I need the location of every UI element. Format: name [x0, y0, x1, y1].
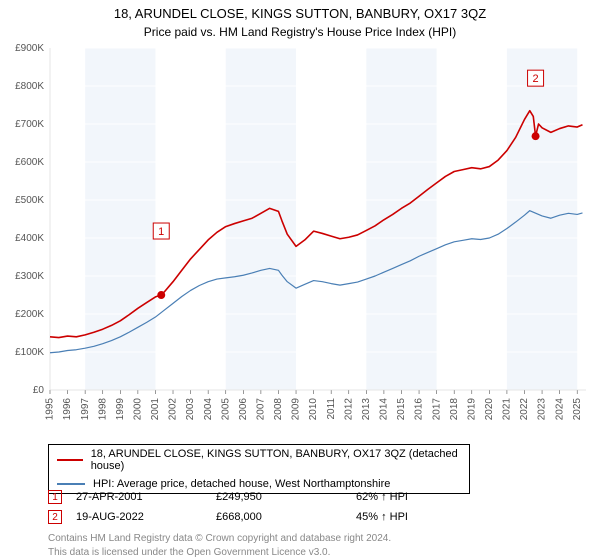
price-chart: £0 £100K £200K £300K £400K £500K £600K £700K £80…: [0, 0, 600, 440]
svg-text:2020: 2020: [484, 398, 495, 421]
svg-text:1996: 1996: [62, 398, 73, 421]
marker-number-box: 2: [48, 510, 62, 524]
marker-price: £668,000: [216, 511, 356, 523]
svg-text:2023: 2023: [537, 398, 548, 421]
marker-delta: 62% ↑ HPI: [356, 491, 496, 503]
svg-text:2008: 2008: [273, 398, 284, 421]
svg-text:2017: 2017: [431, 398, 442, 421]
svg-text:1998: 1998: [97, 398, 108, 421]
svg-text:2007: 2007: [256, 398, 267, 421]
marker-number-box: 1: [48, 490, 62, 504]
credits: Contains HM Land Registry data © Crown c…: [48, 532, 391, 559]
svg-text:2004: 2004: [203, 398, 214, 421]
svg-text:2000: 2000: [133, 398, 144, 421]
legend-swatch: [57, 483, 85, 485]
svg-text:2024: 2024: [554, 398, 565, 421]
sale-marker-table: 1 27-APR-2001£249,95062% ↑ HPI 2 19-AUG-202…: [48, 490, 496, 530]
svg-text:2012: 2012: [343, 398, 354, 421]
marker-price: £249,950: [216, 491, 356, 503]
svg-text:£800K: £800K: [15, 81, 44, 92]
marker-date: 27-APR-2001: [76, 491, 216, 503]
marker-date: 19-AUG-2022: [76, 511, 216, 523]
svg-text:£400K: £400K: [15, 233, 44, 244]
svg-text:2: 2: [533, 73, 539, 85]
legend-swatch: [57, 459, 83, 461]
legend-label: HPI: Average price, detached house, West…: [93, 478, 390, 490]
svg-text:£300K: £300K: [15, 271, 44, 282]
svg-text:2010: 2010: [308, 398, 319, 421]
svg-text:1: 1: [158, 226, 164, 238]
svg-text:2022: 2022: [519, 398, 530, 421]
svg-text:£700K: £700K: [15, 119, 44, 130]
marker-row: 2 19-AUG-2022£668,00045% ↑ HPI: [48, 510, 496, 524]
svg-text:2001: 2001: [150, 398, 161, 421]
legend: 18, ARUNDEL CLOSE, KINGS SUTTON, BANBURY…: [48, 444, 470, 494]
credits-line-1: Contains HM Land Registry data © Crown c…: [48, 532, 391, 546]
marker-row: 1 27-APR-2001£249,95062% ↑ HPI: [48, 490, 496, 504]
svg-text:2005: 2005: [220, 398, 231, 421]
svg-text:2019: 2019: [466, 398, 477, 421]
svg-text:2016: 2016: [414, 398, 425, 421]
svg-text:2014: 2014: [379, 398, 390, 421]
svg-text:£100K: £100K: [15, 347, 44, 358]
legend-row: 18, ARUNDEL CLOSE, KINGS SUTTON, BANBURY…: [49, 445, 469, 475]
svg-text:2021: 2021: [502, 398, 513, 421]
svg-text:1999: 1999: [115, 398, 126, 421]
svg-text:£900K: £900K: [15, 43, 44, 54]
svg-text:1997: 1997: [80, 398, 91, 421]
legend-label: 18, ARUNDEL CLOSE, KINGS SUTTON, BANBURY…: [91, 448, 461, 472]
svg-text:2025: 2025: [572, 398, 583, 421]
page: 18, ARUNDEL CLOSE, KINGS SUTTON, BANBURY…: [0, 0, 600, 560]
credits-line-2: This data is licensed under the Open Gov…: [48, 546, 391, 560]
svg-text:£500K: £500K: [15, 195, 44, 206]
svg-text:2006: 2006: [238, 398, 249, 421]
svg-text:2015: 2015: [396, 398, 407, 421]
marker-delta: 45% ↑ HPI: [356, 511, 496, 523]
svg-text:2018: 2018: [449, 398, 460, 421]
svg-text:2011: 2011: [326, 398, 337, 420]
svg-text:2003: 2003: [185, 398, 196, 421]
svg-text:2013: 2013: [361, 398, 372, 421]
svg-text:2002: 2002: [168, 398, 179, 421]
svg-text:£600K: £600K: [15, 157, 44, 168]
svg-text:2009: 2009: [291, 398, 302, 421]
svg-text:£0: £0: [33, 385, 45, 396]
svg-text:£200K: £200K: [15, 309, 44, 320]
svg-text:1995: 1995: [45, 398, 56, 421]
